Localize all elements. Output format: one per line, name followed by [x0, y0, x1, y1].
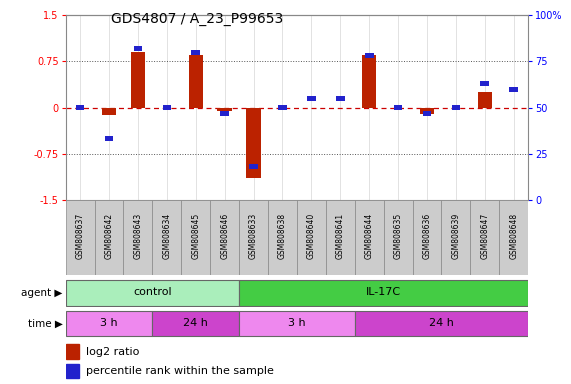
Text: GSM808647: GSM808647: [480, 212, 489, 259]
Bar: [452, 105, 460, 110]
Bar: [423, 111, 431, 116]
Bar: [152, 311, 239, 336]
Bar: [355, 311, 528, 336]
Bar: [365, 53, 373, 58]
Bar: [191, 50, 200, 55]
Text: IL-17C: IL-17C: [366, 287, 401, 297]
Text: GSM808633: GSM808633: [249, 212, 258, 259]
Bar: [477, 92, 492, 108]
Text: GSM808635: GSM808635: [393, 212, 403, 259]
Text: GSM808641: GSM808641: [336, 213, 345, 259]
Text: GSM808638: GSM808638: [278, 213, 287, 259]
Bar: [239, 311, 355, 336]
Bar: [95, 200, 123, 275]
Bar: [336, 96, 345, 101]
Bar: [182, 200, 210, 275]
Text: time ▶: time ▶: [28, 318, 63, 329]
Bar: [471, 200, 499, 275]
Bar: [102, 108, 116, 115]
Bar: [499, 200, 528, 275]
Bar: [246, 108, 261, 178]
Text: GSM808639: GSM808639: [452, 212, 460, 259]
Text: GSM808645: GSM808645: [191, 212, 200, 259]
Bar: [76, 105, 85, 110]
Bar: [268, 200, 297, 275]
Bar: [278, 105, 287, 110]
Bar: [394, 105, 403, 110]
Bar: [239, 280, 528, 306]
Text: GSM808648: GSM808648: [509, 213, 518, 259]
Bar: [218, 108, 232, 111]
Bar: [297, 200, 326, 275]
Bar: [239, 200, 268, 275]
Bar: [104, 136, 114, 141]
Text: 3 h: 3 h: [100, 318, 118, 328]
Bar: [123, 200, 152, 275]
Text: agent ▶: agent ▶: [22, 288, 63, 298]
Text: GSM808642: GSM808642: [104, 213, 114, 259]
Text: control: control: [133, 287, 172, 297]
Bar: [249, 164, 258, 169]
Text: GSM808640: GSM808640: [307, 212, 316, 259]
Bar: [152, 200, 182, 275]
Bar: [66, 364, 79, 378]
Bar: [441, 200, 471, 275]
Text: 3 h: 3 h: [288, 318, 305, 328]
Bar: [163, 105, 171, 110]
Text: GSM808637: GSM808637: [75, 212, 85, 259]
Bar: [480, 81, 489, 86]
Bar: [66, 280, 239, 306]
Bar: [66, 200, 95, 275]
Bar: [413, 200, 441, 275]
Text: GSM808646: GSM808646: [220, 212, 229, 259]
Bar: [220, 111, 229, 116]
Bar: [131, 52, 145, 108]
Bar: [307, 96, 316, 101]
Bar: [355, 200, 384, 275]
Text: log2 ratio: log2 ratio: [86, 347, 140, 357]
Bar: [66, 344, 79, 359]
Bar: [66, 311, 152, 336]
Bar: [420, 108, 434, 114]
Bar: [210, 200, 239, 275]
Text: percentile rank within the sample: percentile rank within the sample: [86, 366, 274, 376]
Text: GSM808643: GSM808643: [134, 212, 142, 259]
Bar: [326, 200, 355, 275]
Text: GSM808644: GSM808644: [365, 212, 373, 259]
Bar: [134, 46, 142, 51]
Text: GDS4807 / A_23_P99653: GDS4807 / A_23_P99653: [111, 12, 284, 25]
Text: GSM808636: GSM808636: [423, 212, 432, 259]
Bar: [188, 55, 203, 108]
Text: 24 h: 24 h: [183, 318, 208, 328]
Bar: [509, 87, 518, 91]
Text: GSM808634: GSM808634: [162, 212, 171, 259]
Text: 24 h: 24 h: [429, 318, 454, 328]
Bar: [384, 200, 413, 275]
Bar: [362, 55, 376, 108]
